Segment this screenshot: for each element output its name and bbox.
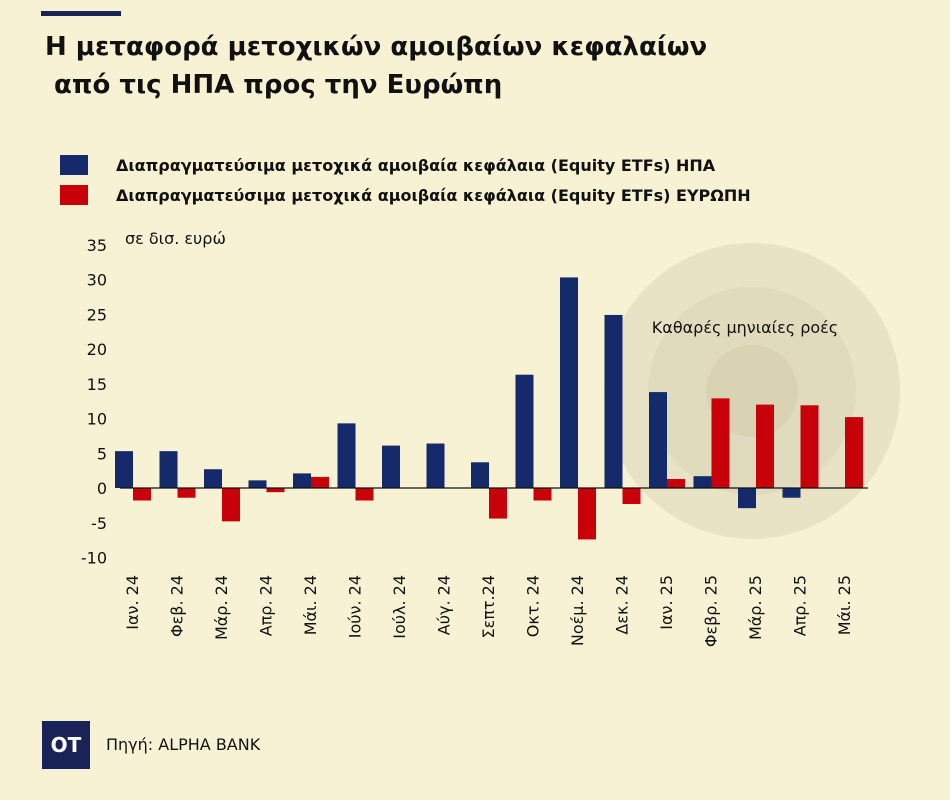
- x-tick-label: Φεβ. 24: [168, 575, 187, 637]
- bar-usa-11: [604, 314, 623, 488]
- source-note: Πηγή: ALPHA BANK: [106, 735, 261, 754]
- bar-usa-4: [293, 473, 311, 488]
- x-tick-label: Ιούν. 24: [346, 575, 365, 638]
- chart-title-line-1: Η μεταφορά μετοχικών αμοιβαίων κεφαλαίων: [45, 32, 708, 62]
- y-tick-label: 5: [97, 444, 107, 463]
- bar-europe-2: [222, 488, 240, 522]
- bar-europe-13: [711, 398, 730, 488]
- x-tick-label: Οκτ. 24: [524, 575, 543, 637]
- bar-usa-3: [248, 480, 267, 488]
- bar-europe-5: [355, 488, 374, 501]
- y-tick-label: 20: [87, 340, 107, 359]
- bar-usa-9: [515, 374, 534, 488]
- legend-item-europe: Διαπραγματεύσιμα μετοχικά αμοιβαία κεφάλ…: [60, 180, 751, 210]
- y-tick-label: 15: [87, 375, 107, 394]
- bar-europe-0: [133, 488, 151, 501]
- legend-swatch-europe: [60, 185, 88, 205]
- annotation-net-monthly-flows: Καθαρές μηνιαίες ροές: [652, 318, 838, 337]
- x-tick-label: Μάι. 24: [301, 575, 320, 635]
- chart-title-line-2: από τις ΗΠΑ προς την Ευρώπη: [45, 70, 503, 100]
- x-tick-label: Απρ. 24: [257, 575, 276, 636]
- legend-item-usa: Διαπραγματεύσιμα μετοχικά αμοιβαία κεφάλ…: [60, 150, 751, 180]
- bar-europe-3: [266, 488, 285, 493]
- bar-usa-2: [204, 469, 222, 488]
- bar-usa-7: [426, 443, 445, 488]
- legend-swatch-usa: [60, 155, 88, 175]
- bar-europe-12: [667, 478, 685, 488]
- bar-europe-1: [177, 488, 196, 498]
- y-tick-label: 30: [87, 271, 107, 290]
- bar-usa-10: [560, 277, 578, 488]
- x-tick-label: Ιαν. 24: [123, 575, 142, 630]
- bar-usa-6: [382, 445, 400, 488]
- x-tick-label: Αύγ. 24: [435, 575, 454, 635]
- bar-usa-8: [471, 462, 489, 488]
- y-tick-label: -10: [81, 549, 107, 568]
- bar-usa-12: [649, 392, 667, 488]
- x-tick-label: Φεβρ. 25: [702, 575, 721, 647]
- bar-europe-11: [622, 488, 641, 504]
- x-tick-label: Νοέμ. 24: [568, 575, 587, 646]
- bar-usa-14: [738, 488, 756, 509]
- legend-label-europe: Διαπραγματεύσιμα μετοχικά αμοιβαία κεφάλ…: [116, 185, 751, 205]
- bar-usa-0: [115, 451, 133, 488]
- y-tick-label: 25: [87, 305, 107, 324]
- legend: Διαπραγματεύσιμα μετοχικά αμοιβαία κεφάλ…: [60, 150, 751, 210]
- x-tick-label: Ιαν. 25: [657, 575, 676, 630]
- x-tick-label: Μάρ. 24: [212, 575, 231, 640]
- ot-logo: OT: [42, 721, 90, 769]
- y-tick-label: -5: [91, 514, 107, 533]
- y-tick-label: 35: [87, 236, 107, 255]
- bar-europe-8: [489, 488, 507, 519]
- y-tick-label: 10: [87, 410, 107, 429]
- x-tick-label: Δεκ. 24: [613, 575, 632, 635]
- x-tick-label: Μάι. 25: [835, 575, 854, 635]
- bar-europe-14: [756, 404, 774, 488]
- bar-europe-15: [800, 405, 819, 488]
- bars: [115, 277, 863, 540]
- y-axis-unit-label: σε δισ. ευρώ: [125, 229, 226, 248]
- bar-europe-4: [311, 476, 329, 488]
- bar-europe-16: [845, 417, 863, 488]
- y-tick-label: 0: [97, 479, 107, 498]
- x-tick-label: Ιούλ. 24: [390, 575, 409, 639]
- bar-usa-15: [782, 488, 801, 498]
- bar-usa-5: [337, 423, 356, 488]
- bar-usa-13: [693, 476, 712, 488]
- top-accent-bar: [41, 11, 121, 16]
- bar-europe-10: [578, 488, 596, 540]
- bar-usa-1: [159, 451, 178, 488]
- x-tick-label: Απρ. 25: [791, 575, 810, 636]
- y-axis: 35 30 25 20 15 10 5 0 -5 -10: [81, 236, 107, 568]
- legend-label-usa: Διαπραγματεύσιμα μετοχικά αμοιβαία κεφάλ…: [116, 155, 716, 175]
- x-axis: Ιαν. 24 Φεβ. 24 Μάρ. 24 Απρ. 24 Μάι. 24 Ιούν.…: [120, 487, 868, 647]
- x-tick-label: Σεπτ.24: [479, 575, 498, 638]
- bar-europe-9: [533, 488, 552, 501]
- x-tick-label: Μάρ. 25: [746, 575, 765, 640]
- chart-title: Η μεταφορά μετοχικών αμοιβαίων κεφαλαίων…: [45, 28, 707, 104]
